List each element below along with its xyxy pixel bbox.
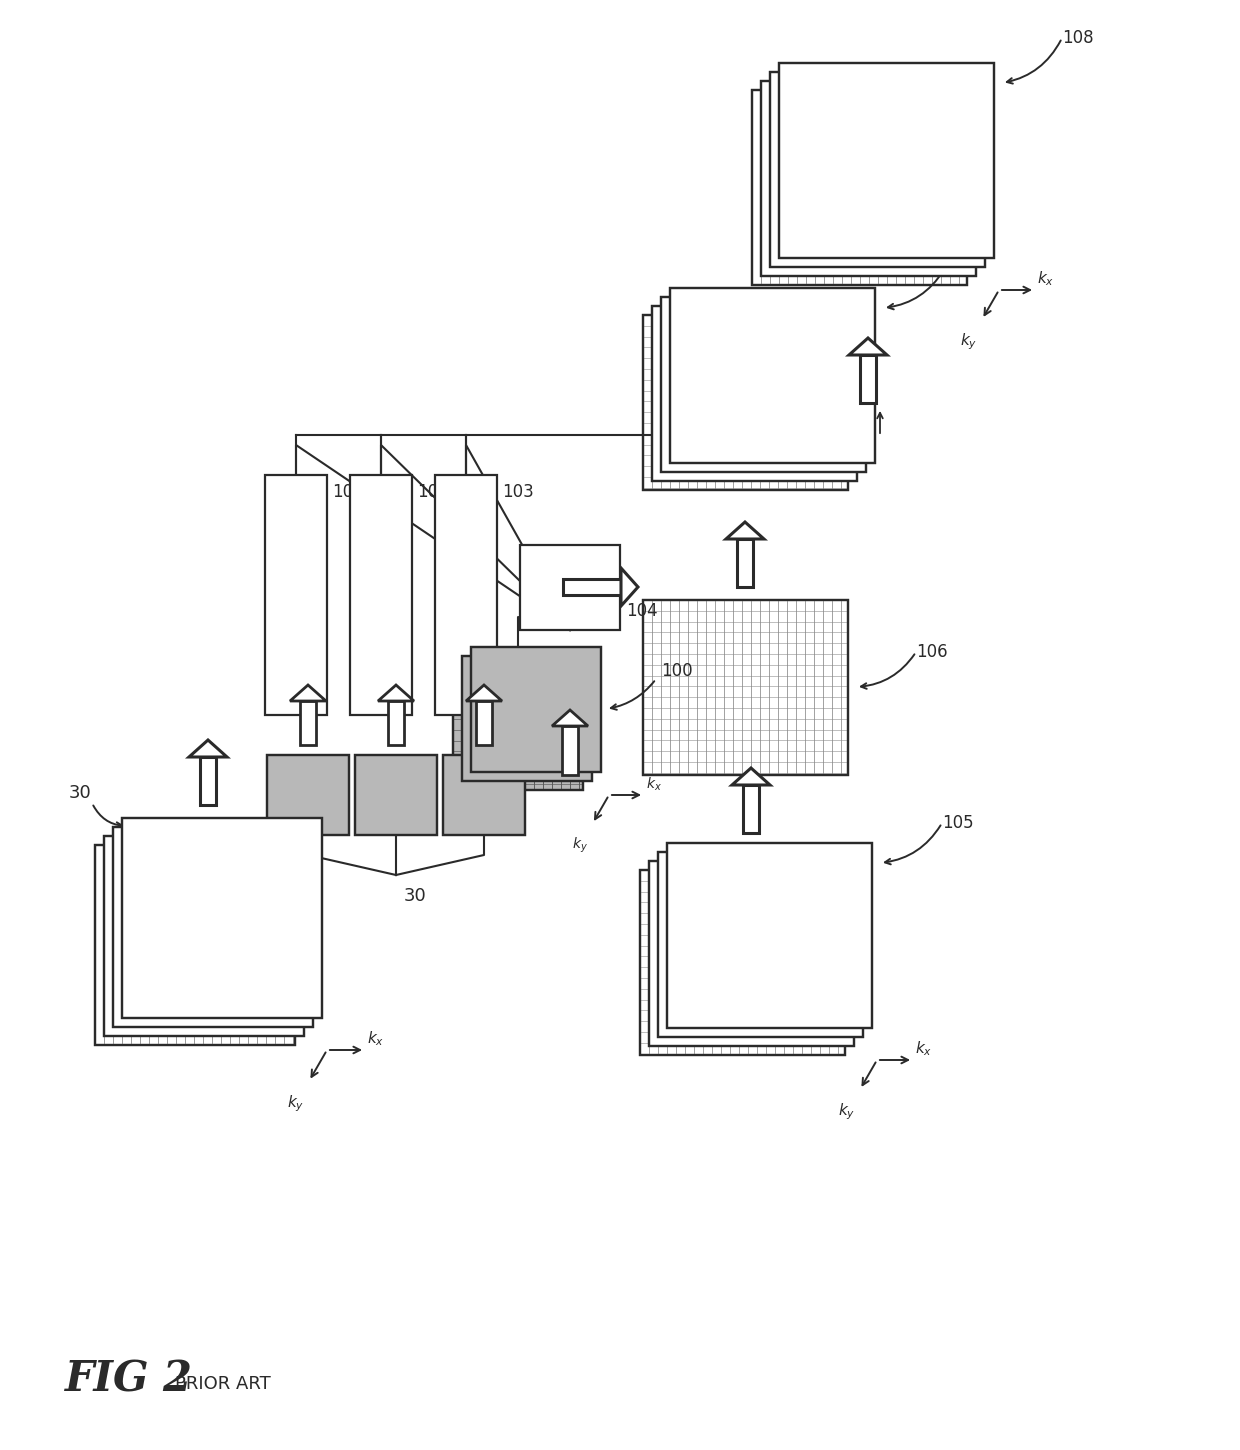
Bar — [779, 62, 994, 258]
Bar — [122, 818, 322, 1018]
Text: 106: 106 — [916, 642, 947, 661]
Bar — [122, 818, 322, 1018]
Text: 102: 102 — [417, 483, 449, 502]
Text: $k_y$: $k_y$ — [838, 1102, 856, 1122]
Bar — [453, 666, 583, 790]
Bar — [95, 845, 295, 1045]
Bar — [770, 72, 985, 267]
Bar — [761, 81, 976, 276]
Bar — [640, 870, 844, 1056]
Polygon shape — [552, 710, 588, 726]
Bar — [661, 297, 866, 473]
Text: $k_x$: $k_x$ — [367, 1030, 384, 1048]
Text: 30: 30 — [68, 784, 92, 802]
Bar — [267, 755, 348, 835]
Bar — [743, 784, 759, 832]
Bar — [355, 755, 436, 835]
Polygon shape — [290, 684, 326, 700]
Bar — [355, 755, 436, 835]
Bar — [658, 853, 863, 1037]
Polygon shape — [621, 568, 639, 606]
Bar — [779, 62, 994, 258]
Bar — [644, 600, 848, 774]
Text: 108: 108 — [1061, 29, 1094, 46]
Bar — [388, 700, 404, 745]
Text: $k_y$: $k_y$ — [286, 1093, 304, 1114]
Text: $k_x$: $k_x$ — [915, 1040, 932, 1058]
Bar — [463, 655, 591, 782]
Polygon shape — [849, 338, 887, 355]
Bar — [670, 289, 875, 463]
Text: FIG 2: FIG 2 — [64, 1359, 193, 1401]
Text: PRIOR ART: PRIOR ART — [175, 1375, 270, 1393]
Bar — [267, 755, 348, 835]
Bar — [652, 306, 857, 481]
Bar — [661, 297, 866, 473]
Text: 30: 30 — [404, 887, 427, 905]
Text: 104: 104 — [626, 602, 657, 621]
Bar — [652, 306, 857, 481]
Text: $k_x$: $k_x$ — [1037, 270, 1054, 289]
Bar — [443, 755, 525, 835]
Bar — [667, 842, 872, 1028]
Bar — [640, 870, 844, 1056]
Bar — [649, 861, 854, 1045]
Bar — [737, 539, 753, 587]
Bar — [113, 826, 312, 1027]
Bar — [751, 90, 967, 286]
Bar — [104, 837, 304, 1035]
Bar — [751, 90, 967, 286]
Bar — [658, 853, 863, 1037]
Text: 100: 100 — [661, 663, 693, 680]
Bar — [463, 655, 591, 782]
Bar — [200, 757, 216, 805]
Polygon shape — [725, 522, 764, 539]
Text: $k_x$: $k_x$ — [646, 776, 662, 793]
Polygon shape — [378, 684, 414, 700]
Text: 101: 101 — [332, 483, 363, 502]
Text: 103: 103 — [502, 483, 533, 502]
Bar — [350, 476, 412, 715]
Polygon shape — [466, 684, 502, 700]
Bar — [520, 545, 620, 629]
Bar — [443, 755, 525, 835]
Bar — [471, 647, 601, 771]
Bar — [435, 476, 497, 715]
Bar — [476, 700, 492, 745]
Polygon shape — [188, 740, 227, 757]
Bar — [644, 600, 848, 774]
Bar — [861, 355, 875, 403]
Bar — [644, 315, 848, 490]
Bar — [563, 579, 621, 594]
Bar — [265, 476, 327, 715]
Bar — [113, 826, 312, 1027]
Bar — [95, 845, 295, 1045]
Bar — [562, 726, 578, 774]
Text: 107: 107 — [945, 260, 977, 277]
Polygon shape — [732, 768, 770, 784]
Bar — [670, 289, 875, 463]
Bar — [649, 861, 854, 1045]
Bar — [453, 666, 583, 790]
Bar — [667, 842, 872, 1028]
Bar — [770, 72, 985, 267]
Bar — [300, 700, 316, 745]
Bar — [644, 315, 848, 490]
Bar — [761, 81, 976, 276]
Text: 105: 105 — [942, 813, 973, 832]
Text: $k_y$: $k_y$ — [572, 835, 588, 856]
Text: $k_y$: $k_y$ — [960, 332, 977, 352]
Bar — [104, 837, 304, 1035]
Bar — [471, 647, 601, 771]
